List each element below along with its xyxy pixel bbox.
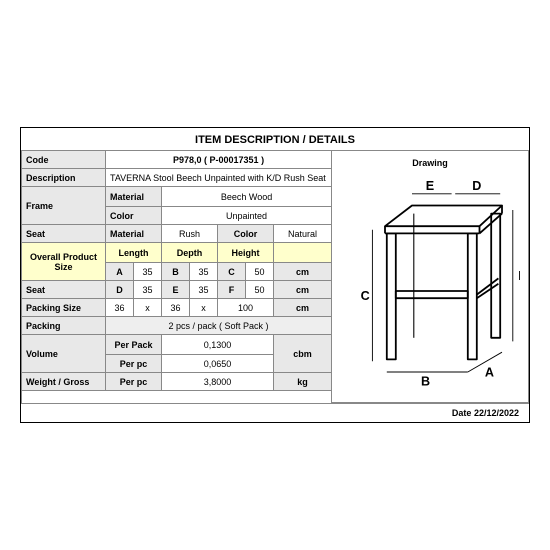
cm-1: cm: [274, 263, 332, 281]
hei-label: Height: [218, 243, 274, 263]
svg-text:B: B: [421, 375, 430, 389]
svg-text:C: C: [361, 289, 370, 303]
ps-x2: x: [190, 299, 218, 317]
drawing-cell: Drawing: [332, 151, 529, 403]
dim-E-v: 35: [190, 281, 218, 299]
packsize-label: Packing Size: [22, 299, 106, 317]
seat-col-label: Color: [218, 225, 274, 243]
code-label: Code: [22, 151, 106, 169]
cbm-label: cbm: [274, 335, 332, 373]
desc-label: Description: [22, 169, 106, 187]
seat-row-label: Seat: [22, 281, 106, 299]
dim-F-l: F: [218, 281, 246, 299]
w-pc-label: Per pc: [106, 373, 162, 391]
dim-E-l: E: [162, 281, 190, 299]
spec-sheet: ITEM DESCRIPTION / DETAILS Code P978,0 (…: [20, 127, 530, 423]
vol-pp-value: 0,1300: [162, 335, 274, 355]
ps-c: 100: [218, 299, 274, 317]
dim-B-v: 35: [190, 263, 218, 281]
vol-pc-label: Per pc: [106, 355, 162, 373]
stool-drawing: E D C F B A: [340, 174, 520, 399]
code-value: P978,0 ( P-00017351 ): [106, 151, 332, 169]
vol-pp-label: Per Pack: [106, 335, 162, 355]
dim-F-v: 50: [246, 281, 274, 299]
volume-label: Volume: [22, 335, 106, 373]
dim-D-v: 35: [134, 281, 162, 299]
dim-B-l: B: [162, 263, 190, 281]
ps-a: 36: [106, 299, 134, 317]
frame-label: Frame: [22, 187, 106, 225]
ps-x1: x: [134, 299, 162, 317]
svg-text:D: D: [472, 179, 481, 193]
date-line: Date 22/12/2022: [21, 403, 529, 422]
seat-col-value: Natural: [274, 225, 332, 243]
kg-label: kg: [274, 373, 332, 391]
frame-mat-value: Beech Wood: [162, 187, 332, 207]
seat-mat-label: Material: [106, 225, 162, 243]
len-label: Length: [106, 243, 162, 263]
seat-mat-value: Rush: [162, 225, 218, 243]
packing-value: 2 pcs / pack ( Soft Pack ): [106, 317, 332, 335]
ps-unit: cm: [274, 299, 332, 317]
svg-text:E: E: [426, 179, 434, 193]
seat-label: Seat: [22, 225, 106, 243]
dep-label: Depth: [162, 243, 218, 263]
weight-label: Weight / Gross: [22, 373, 106, 391]
sheet-title: ITEM DESCRIPTION / DETAILS: [21, 128, 529, 150]
spec-table: Code P978,0 ( P-00017351 ) Drawing: [21, 150, 529, 403]
svg-text:F: F: [518, 269, 520, 283]
drawing-label: Drawing: [336, 154, 524, 172]
cm-2: cm: [274, 281, 332, 299]
w-pc-value: 3,8000: [162, 373, 274, 391]
svg-text:A: A: [485, 366, 494, 380]
dim-C-v: 50: [246, 263, 274, 281]
ps-b: 36: [162, 299, 190, 317]
dim-A-v: 35: [134, 263, 162, 281]
dim-C-l: C: [218, 263, 246, 281]
frame-mat-label: Material: [106, 187, 162, 207]
frame-col-label: Color: [106, 207, 162, 225]
desc-value: TAVERNA Stool Beech Unpainted with K/D R…: [106, 169, 332, 187]
frame-col-value: Unpainted: [162, 207, 332, 225]
dim-D-l: D: [106, 281, 134, 299]
packing-label: Packing: [22, 317, 106, 335]
vol-pc-value: 0,0650: [162, 355, 274, 373]
overall-label: Overall Product Size: [22, 243, 106, 281]
dim-A-l: A: [106, 263, 134, 281]
